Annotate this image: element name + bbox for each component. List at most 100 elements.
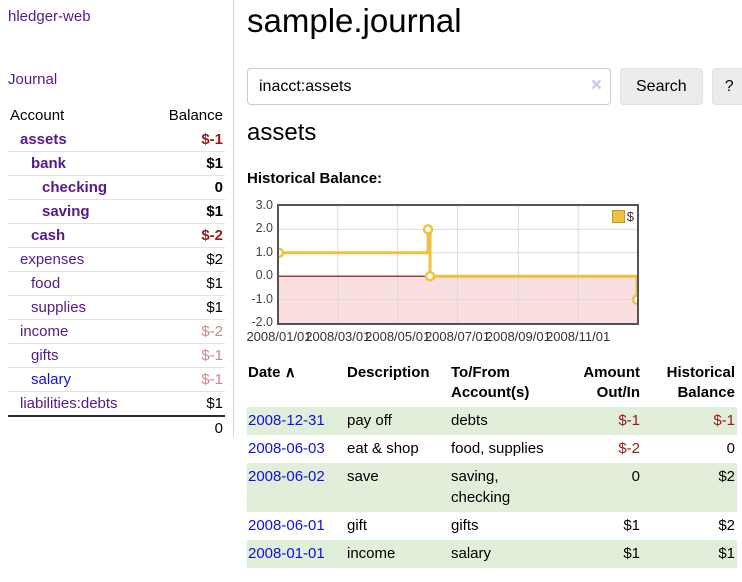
account-balance: $1	[206, 155, 223, 172]
accounts-total-row: 0	[8, 416, 225, 440]
y-tick-label: 2.0	[255, 221, 273, 236]
account-row: supplies $1	[8, 295, 225, 320]
transaction-amount: $-1	[618, 412, 640, 429]
column-header-balance: Historical Balance	[666, 364, 735, 401]
legend-swatch-icon	[611, 210, 625, 223]
transaction-balance: 0	[726, 440, 735, 457]
legend-label: $	[626, 209, 634, 224]
x-tick-label: 2008/07/01	[424, 329, 491, 344]
transaction-date-link[interactable]: 2008-06-03	[248, 440, 325, 457]
date-header-label: Date	[248, 364, 281, 381]
transaction-accounts: gifts	[451, 517, 479, 534]
account-link-food[interactable]: food	[31, 275, 61, 292]
transaction-description: eat & shop	[347, 440, 419, 457]
account-row: saving $1	[8, 199, 225, 224]
transaction-balance: $2	[718, 517, 735, 534]
transaction-date-link[interactable]: 2008-06-01	[248, 517, 325, 534]
account-row: gifts $-1	[8, 343, 225, 368]
account-balance: $1	[206, 395, 223, 412]
account-row: expenses $2	[8, 247, 225, 272]
account-balance: $-1	[201, 371, 223, 388]
account-link-checking[interactable]: checking	[42, 179, 108, 196]
x-tick-label: 2008/09/01	[485, 329, 551, 344]
clear-search-icon[interactable]: ×	[590, 75, 602, 96]
transaction-amount: 0	[631, 468, 640, 485]
transaction-date-cell: 2008-06-01	[247, 512, 346, 540]
account-link-liabilities-debts[interactable]: liabilities:debts	[20, 395, 118, 412]
transaction-amount: $1	[623, 517, 640, 534]
transaction-description: income	[347, 545, 396, 562]
transaction-date-cell: 2008-12-31	[247, 407, 346, 435]
transaction-date-link[interactable]: 2008-01-01	[248, 545, 325, 562]
transaction-date-cell: 2008-06-02	[247, 463, 346, 512]
search-input[interactable]	[247, 68, 611, 105]
help-button[interactable]: ?	[711, 68, 742, 105]
transaction-date-link[interactable]: 2008-12-31	[248, 412, 325, 429]
search-button[interactable]: Search	[620, 68, 703, 105]
account-link-gifts[interactable]: gifts	[31, 347, 59, 364]
accounts-table-header: Account Balance	[8, 103, 225, 128]
accounts-table: Account Balance assets $-1 bank $1 checking 0…	[8, 103, 225, 440]
transaction-description: pay off	[347, 412, 392, 429]
account-balance: $-1	[201, 347, 223, 364]
transaction-date-cell: 2008-06-03	[247, 435, 346, 463]
sidebar: hledger-web Journal Account Balance asse…	[0, 0, 233, 582]
account-name-cell: bank	[8, 152, 150, 176]
transaction-row: 2008-01-01 income salary $1 $1	[247, 540, 737, 568]
page-title: sample.journal	[247, 2, 462, 39]
transaction-accounts: debts	[451, 412, 488, 429]
transaction-amount: $1	[623, 545, 640, 562]
account-link-bank[interactable]: bank	[31, 155, 67, 172]
y-axis-labels: 3.0 2.0 1.0 0.0 -1.0 -2.0	[247, 197, 274, 332]
transaction-description: save	[347, 468, 379, 485]
account-link-supplies[interactable]: supplies	[31, 299, 87, 316]
account-balance: $-2	[201, 323, 223, 340]
account-balance: $1	[206, 203, 223, 220]
account-row: assets $-1	[8, 128, 225, 152]
column-header-description: Description	[347, 364, 430, 381]
chart-heading: Historical Balance:	[247, 170, 383, 187]
sidebar-item-journal[interactable]: Journal	[8, 71, 58, 88]
transaction-accounts: food, supplies	[451, 440, 544, 457]
account-name-cell: gifts	[8, 344, 150, 368]
accounts-header-balance: Balance	[168, 107, 223, 124]
column-header-date[interactable]: Date ∧	[247, 361, 346, 407]
y-tick-label: 3.0	[255, 198, 273, 212]
chart-legend: $	[611, 209, 634, 224]
account-row: bank $1	[8, 151, 225, 176]
transaction-balance: $1	[718, 545, 735, 562]
account-name-cell: food	[8, 272, 150, 296]
x-tick-label: 2008/03/01	[305, 329, 371, 344]
transactions-header-row: Date ∧ Description To/From Account(s) Am…	[247, 361, 737, 407]
account-heading: assets	[247, 119, 317, 146]
account-link-saving[interactable]: saving	[42, 203, 90, 220]
historical-balance-chart: 3.0 2.0 1.0 0.0 -1.0 -2.0 $ 2008/01/01 2008/03…	[246, 197, 737, 349]
sort-ascending-icon: ∧	[284, 364, 296, 381]
column-header-account: To/From Account(s)	[451, 364, 530, 401]
transaction-accounts: saving, checking	[451, 468, 511, 506]
account-name-cell: cash	[8, 224, 150, 248]
account-balance: $1	[206, 275, 223, 292]
account-link-cash[interactable]: cash	[31, 227, 66, 244]
accounts-header-account: Account	[10, 107, 65, 124]
account-link-expenses[interactable]: expenses	[20, 251, 85, 268]
transaction-accounts: salary	[451, 545, 492, 562]
account-name-cell: supplies	[8, 296, 150, 320]
account-balance: $-2	[201, 227, 223, 244]
transaction-date-link[interactable]: 2008-06-02	[248, 468, 325, 485]
transaction-row: 2008-06-03 eat & shop food, supplies $-2 0	[247, 435, 737, 463]
transaction-row: 2008-12-31 pay off debts $-1 $-1	[247, 407, 737, 435]
account-link-assets[interactable]: assets	[20, 131, 67, 148]
transaction-description: gift	[347, 517, 368, 534]
y-tick-label: 0.0	[255, 268, 273, 283]
search-box: ×	[247, 68, 611, 105]
account-name-cell: liabilities:debts	[8, 392, 150, 417]
app-title-link[interactable]: hledger-web	[8, 8, 91, 25]
account-name-cell: salary	[8, 368, 150, 392]
chart-plot-area[interactable]: $	[277, 204, 639, 325]
account-name-cell: income	[8, 320, 150, 344]
account-link-salary[interactable]: salary	[31, 371, 72, 388]
account-link-income[interactable]: income	[20, 323, 69, 340]
transactions-table: Date ∧ Description To/From Account(s) Am…	[247, 361, 737, 568]
transaction-row: 2008-06-02 save saving, checking 0 $2	[247, 463, 737, 512]
